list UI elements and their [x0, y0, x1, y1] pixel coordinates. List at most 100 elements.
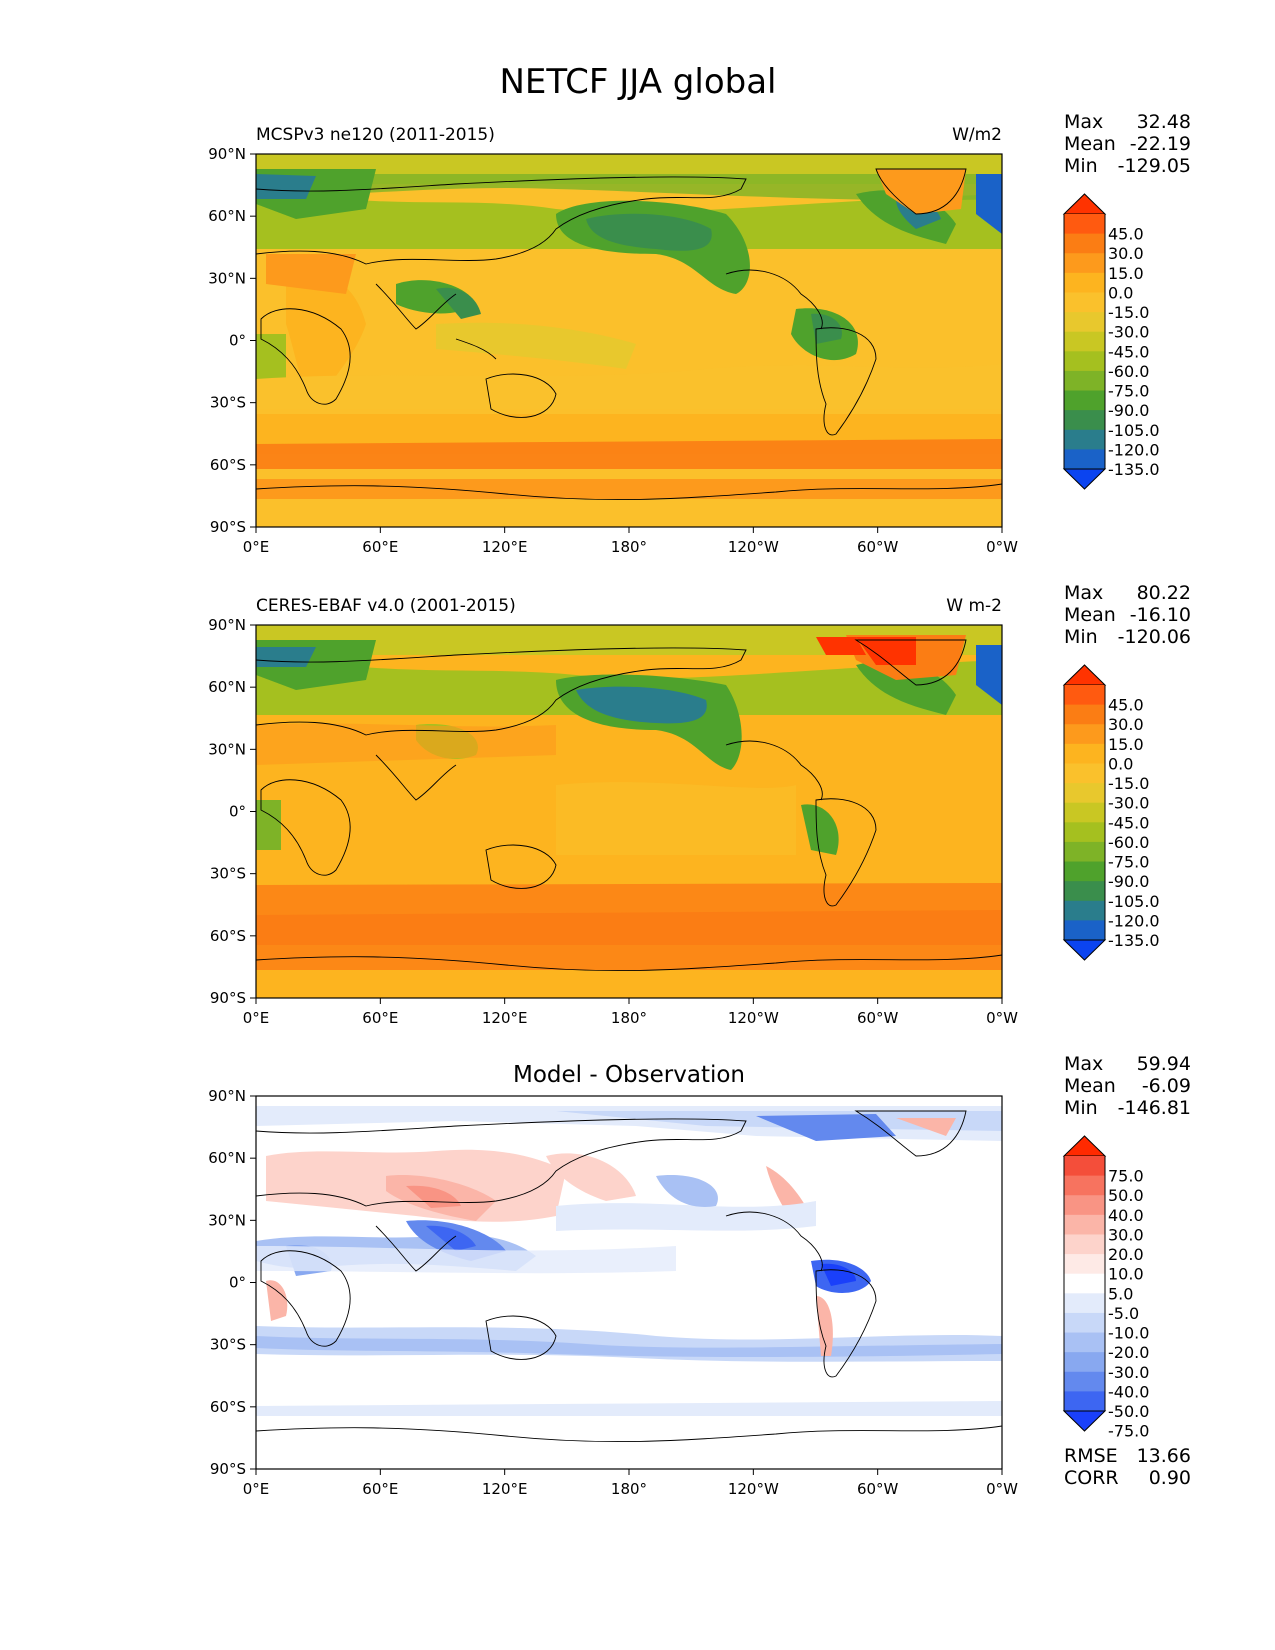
lon-tick-label: 180°: [611, 1480, 647, 1498]
stat-label: Min: [1064, 1097, 1098, 1119]
colorbar-swatch: [1064, 763, 1105, 784]
lat-tick-label: 90°N: [208, 616, 246, 634]
colorbar-outline: [1063, 214, 1106, 469]
lon-tick-label: 0°E: [243, 538, 270, 556]
lat-tick-label: 30°S: [210, 1336, 246, 1354]
colorbar-tick-label: -15.0: [1108, 303, 1149, 322]
lon-tick-label: 120°W: [728, 1009, 779, 1027]
lat-tick-label: 60°S: [210, 456, 246, 474]
colorbar-tick-label: -40.0: [1108, 1382, 1149, 1401]
colorbar-tick-label: -5.0: [1108, 1304, 1139, 1323]
colorbar-swatch: [1064, 1175, 1105, 1196]
colorbar-tick-label: 45.0: [1108, 696, 1144, 715]
colorbar-swatch: [1064, 410, 1105, 431]
colorbar-tick-label: 0.0: [1108, 283, 1133, 302]
colorbar-swatch: [1064, 351, 1105, 372]
lat-tick-label: 30°N: [208, 1211, 246, 1229]
colorbar-tick-label: 20.0: [1108, 1245, 1144, 1264]
colorbar-tick-label: -135.0: [1108, 931, 1160, 950]
lat-tick-label: 60°N: [208, 1149, 246, 1167]
colorbar-swatch: [1064, 214, 1105, 235]
stat-label: Max: [1064, 1053, 1103, 1075]
stat-value: -120.06: [1118, 626, 1191, 648]
extra-stat-value: 13.66: [1137, 1445, 1191, 1467]
colorbar-swatch: [1064, 1195, 1105, 1216]
colorbar-tick-label: -30.0: [1108, 1363, 1149, 1382]
lat-tick-label: 0°: [229, 803, 246, 821]
colorbar-swatch: [1064, 783, 1105, 804]
colorbar-tick-label: -120.0: [1108, 440, 1160, 459]
lon-tick-label: 60°W: [857, 1480, 899, 1498]
panel-left-title: CERES-EBAF v4.0 (2001-2015): [256, 596, 516, 616]
colorbar-swatch: [1064, 1254, 1105, 1275]
colorbar-swatch: [1064, 370, 1105, 392]
colorbar-tick-label: -75.0: [1108, 382, 1149, 401]
lat-tick-label: 90°S: [210, 518, 246, 536]
lon-tick-label: 0°W: [986, 538, 1018, 556]
lat-tick-label: 60°N: [208, 207, 246, 225]
lat-tick-label: 30°N: [208, 269, 246, 287]
stat-label: Max: [1064, 111, 1103, 133]
colorbar-swatch: [1064, 822, 1105, 843]
colorbar-extend-min: [1062, 468, 1107, 490]
colorbar-swatch: [1064, 1332, 1105, 1353]
colorbar-swatch: [1064, 272, 1105, 293]
colorbar-swatch: [1064, 331, 1105, 352]
colorbar-swatch: [1064, 292, 1105, 313]
colorbar-swatch: [1064, 920, 1105, 941]
colorbar-swatch: [1064, 743, 1105, 764]
colorbar-swatch: [1064, 1352, 1105, 1373]
lat-tick-label: 30°S: [210, 394, 246, 412]
lon-tick-label: 120°W: [728, 538, 779, 556]
colorbar-swatch: [1064, 1371, 1105, 1392]
colorbar-swatch: [1064, 900, 1105, 921]
colorbar: 45.030.015.00.0-15.0-30.0-45.0-60.0-75.0…: [1062, 664, 1160, 961]
stat-value: -129.05: [1118, 155, 1191, 177]
colorbar-swatch: [1064, 861, 1105, 882]
lat-tick-label: 0°: [229, 332, 246, 350]
colorbar-tick-label: 30.0: [1108, 244, 1144, 263]
lon-tick-label: 120°E: [482, 1009, 528, 1027]
lon-tick-label: 0°W: [986, 1480, 1018, 1498]
colorbar-tick-label: -135.0: [1108, 460, 1160, 479]
colorbar-tick-label: -30.0: [1108, 794, 1149, 813]
lon-tick-label: 120°W: [728, 1480, 779, 1498]
lat-tick-label: 90°S: [210, 989, 246, 1007]
lat-tick-label: 60°S: [210, 1398, 246, 1416]
lat-tick-label: 90°S: [210, 1460, 246, 1478]
extra-stat-value: 0.90: [1149, 1467, 1191, 1489]
colorbar-tick-label: -20.0: [1108, 1343, 1149, 1362]
lat-tick-label: 60°N: [208, 678, 246, 696]
stat-value: -22.19: [1130, 133, 1191, 155]
colorbar-outline: [1063, 685, 1106, 940]
panel-diff: Model - Observation: [208, 1053, 1191, 1498]
lon-tick-label: 120°E: [482, 1480, 528, 1498]
lat-axis: 90°N 60°N 30°N 0° 30°S 60°S 90°S: [208, 616, 256, 1007]
stat-label: Mean: [1064, 1075, 1116, 1097]
extra-stats-box: RMSE 13.66 CORR 0.90: [1064, 1445, 1191, 1489]
extra-stat-label: CORR: [1064, 1467, 1119, 1489]
panel-center-title: Model - Observation: [513, 1062, 745, 1088]
colorbar-tick-label: -75.0: [1108, 1422, 1149, 1441]
lat-axis: 90°N 60°N 30°N 0° 30°S 60°S 90°S: [208, 1087, 256, 1478]
stat-value: -16.10: [1130, 604, 1191, 626]
colorbar-swatch: [1064, 1273, 1105, 1294]
stat-value: 32.48: [1137, 111, 1191, 133]
colorbar-swatch: [1064, 449, 1105, 470]
colorbar-swatch: [1064, 1391, 1105, 1412]
colorbar-tick-label: -50.0: [1108, 1402, 1149, 1421]
colorbar-swatch: [1064, 233, 1105, 254]
lon-axis: 0°E 60°E 120°E 180° 120°W 60°W 0°W: [243, 527, 1018, 556]
panel-left-title: MCSPv3 ne120 (2011-2015): [256, 125, 495, 145]
colorbar-swatch: [1064, 1234, 1105, 1255]
stat-label: Min: [1064, 155, 1098, 177]
colorbar-tick-label: 15.0: [1108, 735, 1144, 754]
colorbar-tick-label: 40.0: [1108, 1206, 1144, 1225]
lon-tick-label: 60°E: [362, 1480, 398, 1498]
colorbar-tick-label: -60.0: [1108, 362, 1149, 381]
stat-label: Mean: [1064, 604, 1116, 626]
colorbar-tick-label: 75.0: [1108, 1167, 1144, 1186]
colorbar-tick-label: -105.0: [1108, 421, 1160, 440]
colorbar-swatch: [1064, 881, 1105, 902]
